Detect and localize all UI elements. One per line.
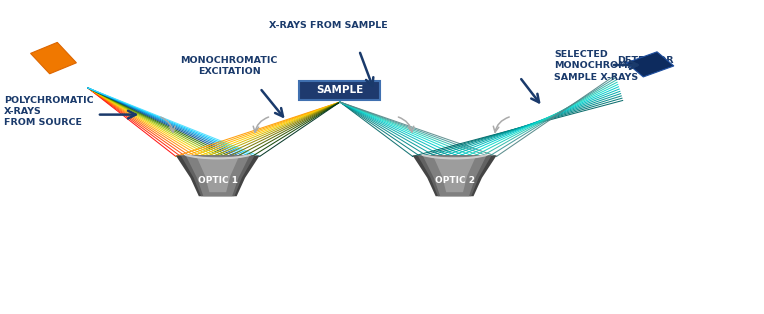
Polygon shape	[186, 155, 250, 196]
Text: SELECTED
MONOCHROMATIC
SAMPLE X-RAYS: SELECTED MONOCHROMATIC SAMPLE X-RAYS	[554, 50, 651, 82]
Polygon shape	[418, 155, 491, 196]
Polygon shape	[181, 155, 254, 196]
Polygon shape	[434, 157, 475, 192]
Text: OPTIC 2: OPTIC 2	[435, 176, 474, 185]
Polygon shape	[196, 157, 238, 192]
Text: SAMPLE: SAMPLE	[316, 85, 364, 95]
FancyBboxPatch shape	[299, 81, 380, 100]
Polygon shape	[422, 155, 487, 196]
Text: MONOCHROMATIC
EXCITATION: MONOCHROMATIC EXCITATION	[180, 56, 278, 76]
Text: X-RAYS FROM SAMPLE: X-RAYS FROM SAMPLE	[269, 21, 388, 30]
Text: DETECTOR: DETECTOR	[617, 56, 674, 65]
Polygon shape	[176, 155, 260, 196]
Polygon shape	[626, 52, 674, 77]
Polygon shape	[413, 155, 497, 196]
Polygon shape	[31, 42, 76, 74]
Text: POLYCHROMATIC
X-RAYS
FROM SOURCE: POLYCHROMATIC X-RAYS FROM SOURCE	[4, 95, 93, 127]
Text: OPTIC 1: OPTIC 1	[198, 176, 238, 185]
